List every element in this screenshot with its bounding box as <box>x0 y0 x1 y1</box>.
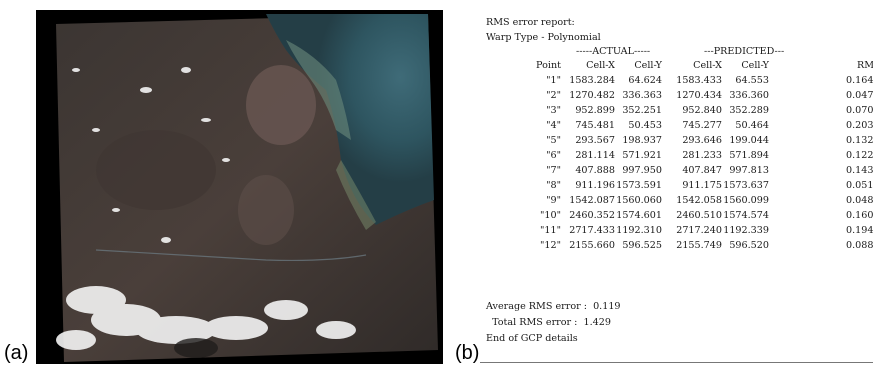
cell-actual-cell-y: 997.950 <box>622 165 662 176</box>
cell-predicted-cell-x: 281.233 <box>682 150 722 161</box>
rms-error-report: RMS error report: Warp Type - Polynomial… <box>486 18 873 362</box>
cell-predicted-cell-y: 64.553 <box>735 75 769 86</box>
column-header-rms: RM <box>857 60 873 71</box>
cell-predicted-cell-x: 407.847 <box>682 165 722 176</box>
total-rms: Total RMS error : 1.429 <box>486 317 611 328</box>
cell-predicted-cell-y: 1573.637 <box>723 180 769 191</box>
cell-point: "1" <box>546 75 561 86</box>
cell-predicted-cell-x: 1583.433 <box>676 75 722 86</box>
cloud-cover <box>56 67 356 350</box>
cell-predicted-cell-x: 1542.058 <box>676 195 722 206</box>
cell-predicted-cell-x: 2717.240 <box>676 225 722 236</box>
cell-predicted-cell-y: 1560.099 <box>723 195 769 206</box>
column-header-actual-cell-y: Cell-Y <box>634 60 662 71</box>
cell-actual-cell-y: 571.921 <box>622 150 662 161</box>
cell-actual-cell-x: 2717.433 <box>569 225 615 236</box>
cell-rms: 0.160 <box>846 210 873 221</box>
cell-actual-cell-x: 293.567 <box>575 135 615 146</box>
cell-actual-cell-x: 952.899 <box>575 105 615 116</box>
cell-point: "8" <box>546 180 561 191</box>
cell-rms: 0.194 <box>846 225 873 236</box>
cell-actual-cell-y: 596.525 <box>622 240 662 251</box>
cell-rms: 0.164 <box>846 75 873 86</box>
cell-predicted-cell-x: 2155.749 <box>676 240 722 251</box>
report-title: RMS error report: <box>486 17 575 28</box>
cell-predicted-cell-x: 745.277 <box>682 120 722 131</box>
cell-predicted-cell-y: 596.520 <box>729 240 769 251</box>
cell-predicted-cell-y: 1574.574 <box>723 210 769 221</box>
cell-rms: 0.051 <box>846 180 873 191</box>
cell-actual-cell-y: 1192.310 <box>616 225 662 236</box>
cell-actual-cell-x: 281.114 <box>575 150 615 161</box>
cell-actual-cell-y: 50.453 <box>628 120 662 131</box>
cell-predicted-cell-y: 199.044 <box>729 135 769 146</box>
panel-label-b: (b) <box>455 342 480 364</box>
cell-predicted-cell-y: 50.464 <box>735 120 769 131</box>
cell-point: "10" <box>539 210 561 221</box>
cell-point: "3" <box>546 105 561 116</box>
cell-actual-cell-x: 407.888 <box>575 165 615 176</box>
cell-point: "11" <box>539 225 561 236</box>
cell-rms: 0.143 <box>846 165 873 176</box>
cell-actual-cell-x: 1270.482 <box>569 90 615 101</box>
cell-rms: 0.122 <box>846 150 873 161</box>
cell-rms: 0.047 <box>846 90 873 101</box>
column-header-predicted-cell-y: Cell-Y <box>741 60 769 71</box>
cell-actual-cell-x: 1583.284 <box>569 75 615 86</box>
cell-rms: 0.070 <box>846 105 873 116</box>
cell-actual-cell-y: 336.363 <box>622 90 662 101</box>
divider <box>480 362 873 363</box>
cell-point: "9" <box>546 195 561 206</box>
cell-actual-cell-x: 1542.087 <box>569 195 615 206</box>
cell-predicted-cell-y: 997.813 <box>729 165 769 176</box>
cell-actual-cell-y: 64.624 <box>628 75 662 86</box>
cell-actual-cell-x: 2155.660 <box>569 240 615 251</box>
cell-predicted-cell-x: 911.175 <box>682 180 722 191</box>
cell-predicted-cell-x: 293.646 <box>682 135 722 146</box>
predicted-group-header: ---PREDICTED--- <box>704 46 785 57</box>
cell-actual-cell-x: 911.196 <box>575 180 615 191</box>
average-rms: Average RMS error : 0.119 <box>486 301 621 312</box>
satellite-image-frame <box>36 10 443 364</box>
cell-actual-cell-y: 1574.601 <box>616 210 662 221</box>
end-note: End of GCP details <box>486 333 578 344</box>
cell-rms: 0.048 <box>846 195 873 206</box>
cell-actual-cell-y: 198.937 <box>622 135 662 146</box>
column-header-predicted-cell-x: Cell-X <box>693 60 722 71</box>
cell-predicted-cell-y: 571.894 <box>729 150 769 161</box>
cell-point: "2" <box>546 90 561 101</box>
cell-rms: 0.203 <box>846 120 873 131</box>
cell-rms: 0.132 <box>846 135 873 146</box>
cell-point: "7" <box>546 165 561 176</box>
cell-predicted-cell-x: 2460.510 <box>676 210 722 221</box>
cell-predicted-cell-y: 352.289 <box>729 105 769 116</box>
cell-point: "6" <box>546 150 561 161</box>
satellite-image-icon <box>56 14 438 362</box>
cell-actual-cell-y: 352.251 <box>622 105 662 116</box>
cell-predicted-cell-x: 1270.434 <box>676 90 722 101</box>
cell-actual-cell-y: 1560.060 <box>616 195 662 206</box>
cell-point: "4" <box>546 120 561 131</box>
panel-label-a: (a) <box>4 342 29 364</box>
cell-predicted-cell-y: 336.360 <box>729 90 769 101</box>
cell-predicted-cell-x: 952.840 <box>682 105 722 116</box>
cell-actual-cell-y: 1573.591 <box>616 180 662 191</box>
cell-rms: 0.088 <box>846 240 873 251</box>
cell-point: "12" <box>539 240 561 251</box>
actual-group-header: -----ACTUAL----- <box>576 46 651 57</box>
cell-predicted-cell-y: 1192.339 <box>723 225 769 236</box>
column-header-actual-cell-x: Cell-X <box>586 60 615 71</box>
column-header-point: Point <box>536 60 561 71</box>
cell-actual-cell-x: 2460.352 <box>569 210 615 221</box>
cell-point: "5" <box>546 135 561 146</box>
warp-type: Warp Type - Polynomial <box>486 32 601 43</box>
cell-actual-cell-x: 745.481 <box>575 120 615 131</box>
